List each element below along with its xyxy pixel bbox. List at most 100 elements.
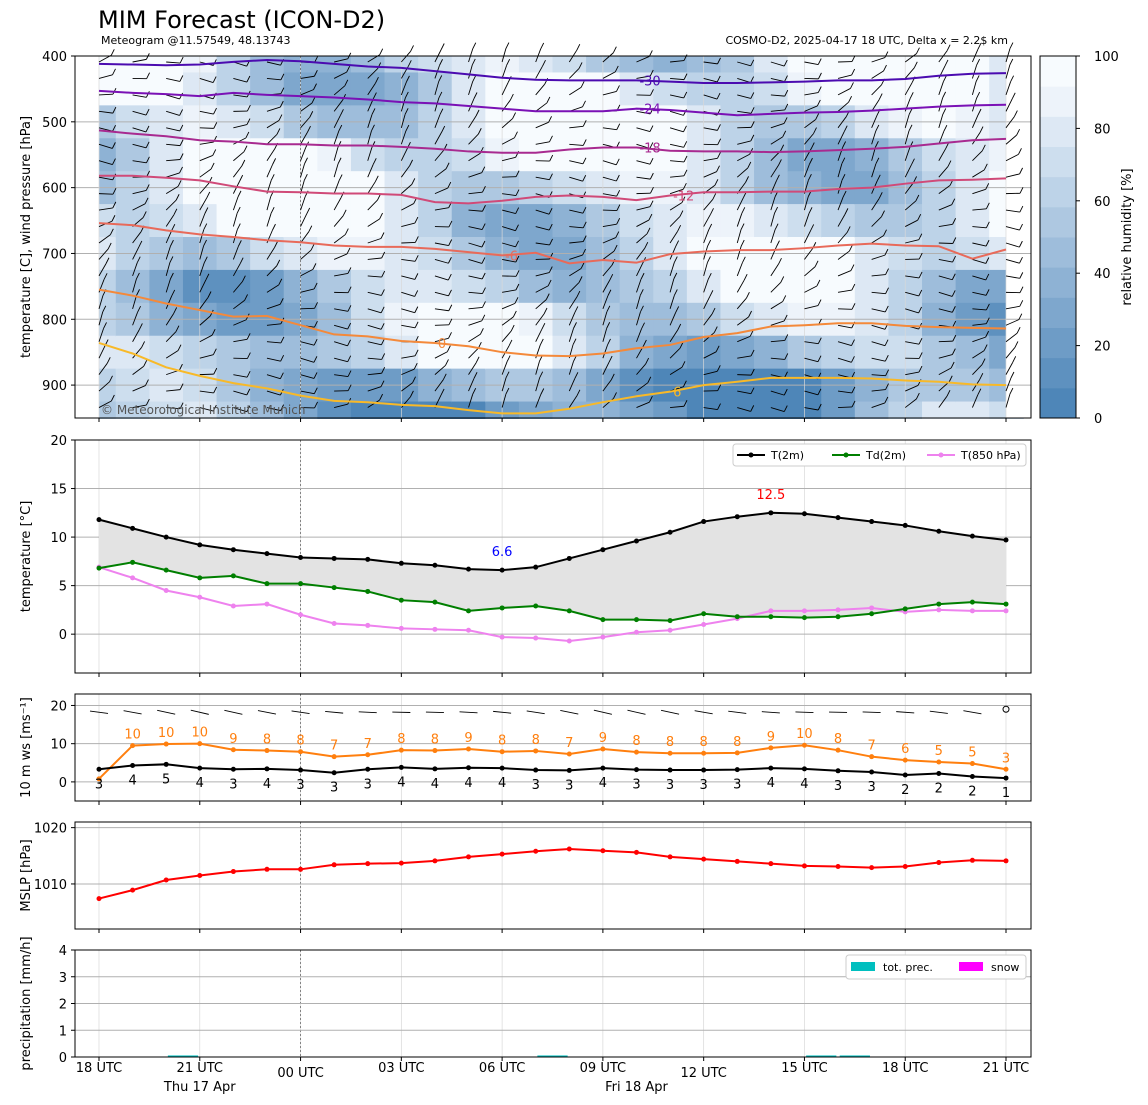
wind-barb [199, 245, 204, 260]
legend-entry: tot. prec. [883, 961, 933, 974]
isotherm-label: -6 [505, 249, 518, 264]
wind-barb [535, 377, 541, 392]
wind-barb-flag [582, 248, 586, 256]
wind-barb [132, 58, 147, 63]
humidity-cell [115, 138, 151, 173]
wind-panel [74, 693, 1032, 802]
wind-barb [468, 226, 483, 231]
wind-barb [770, 320, 785, 326]
humidity-cell [653, 56, 688, 74]
wind-barb [602, 90, 617, 96]
humidity-cell [787, 56, 823, 74]
humidity-cell [182, 335, 218, 370]
wind-barb-flag [918, 352, 923, 359]
wind-barb [938, 367, 952, 376]
wind-barb-flag [540, 42, 545, 50]
wind-barb [468, 209, 483, 212]
wind-barb [501, 156, 516, 162]
wind-barb [400, 147, 408, 161]
gust-line-point [230, 747, 236, 753]
wind-barb-flag [649, 172, 654, 180]
wind-barb-flag [280, 404, 285, 411]
wind-barb-flag [481, 314, 486, 322]
wind-barb-flag [985, 221, 990, 229]
wind-barb [98, 234, 111, 244]
wind-barb-flag [650, 186, 654, 194]
wind-barb-flag [783, 117, 788, 124]
wind-barb-flag [314, 320, 318, 328]
wind-barb [165, 199, 177, 211]
wind-barb-flag [743, 273, 748, 281]
wind-barb-flag [414, 273, 419, 280]
series-td-2m--point [466, 608, 472, 614]
series-t-2m--point [869, 519, 875, 525]
wind-barb [199, 110, 214, 115]
mslp-line-point [734, 858, 740, 864]
wind-barb [905, 275, 920, 279]
wind-barb-flag [549, 154, 554, 162]
wind-barb-flag [448, 332, 452, 339]
wind-barb [972, 208, 987, 211]
wind-barb-flag [675, 306, 680, 313]
wind-barb-flag [615, 231, 620, 238]
humidity-cell [552, 401, 588, 419]
wind-barb [737, 110, 752, 114]
wind-barb-flag [213, 122, 218, 129]
humidity-cell [149, 138, 184, 173]
wind-barb-flag [175, 325, 180, 332]
wind-barb [166, 61, 181, 64]
wind-barb [871, 70, 884, 79]
wind-barb-flag [606, 305, 611, 313]
gust-label: 7 [867, 739, 875, 754]
gust-line-point [633, 749, 639, 755]
wind-barb [300, 307, 315, 310]
wind-barb [468, 64, 473, 79]
humidity-cell [485, 204, 520, 238]
time-tick-label: 21 UTC [983, 1061, 1029, 1076]
wind-barb-flag [482, 301, 486, 308]
wind-barb-flag [816, 99, 821, 107]
wind-barb [300, 196, 306, 211]
mslp-line-point [298, 866, 304, 872]
wind-barb [535, 102, 548, 112]
wind-barb [703, 127, 718, 131]
wind-barb-flag [545, 293, 550, 300]
series-td-2m--point [432, 599, 438, 605]
legend-swatch [959, 962, 983, 971]
wind-barb-flag [647, 376, 652, 384]
series-t-2m--point [768, 510, 774, 516]
series-t-2m--point [298, 554, 304, 560]
windspeed-line-point [264, 766, 270, 772]
wind-barb [165, 331, 177, 343]
wind-barb [1005, 81, 1012, 96]
wind-barb-flag [145, 184, 150, 191]
wind-barb-flag [918, 252, 923, 260]
wind-barb [132, 404, 147, 408]
wind-barb-flag [976, 91, 981, 99]
wind-barb [971, 64, 978, 79]
wind-barb-flag [141, 341, 146, 348]
wind-barb [669, 312, 677, 326]
series-td-2m--point [230, 573, 236, 579]
windspeed-line-point [768, 765, 774, 771]
wind-barb [434, 379, 444, 392]
wind-barb [266, 265, 278, 277]
wind-barb-flag [918, 365, 923, 373]
wind-barb [770, 263, 779, 277]
humidity-cell [854, 401, 890, 419]
wind-barb-flag [410, 45, 414, 52]
wind-barb-flag [885, 287, 889, 294]
wind-barb [904, 130, 910, 145]
wind-barb-flag [107, 242, 112, 250]
wind-barb [501, 302, 516, 310]
time-tick-label: 18 UTC [882, 1061, 928, 1076]
wind-barb [266, 120, 280, 129]
gust-label: 8 [431, 733, 439, 748]
wind-barb [132, 160, 147, 164]
series-td-2m--point [533, 603, 539, 609]
wind-barb [1005, 116, 1015, 129]
wind-barb-flag [179, 109, 183, 116]
wind-barb [535, 176, 550, 181]
wind-barb-flag [379, 212, 383, 220]
wind-barb-flag [473, 372, 478, 379]
